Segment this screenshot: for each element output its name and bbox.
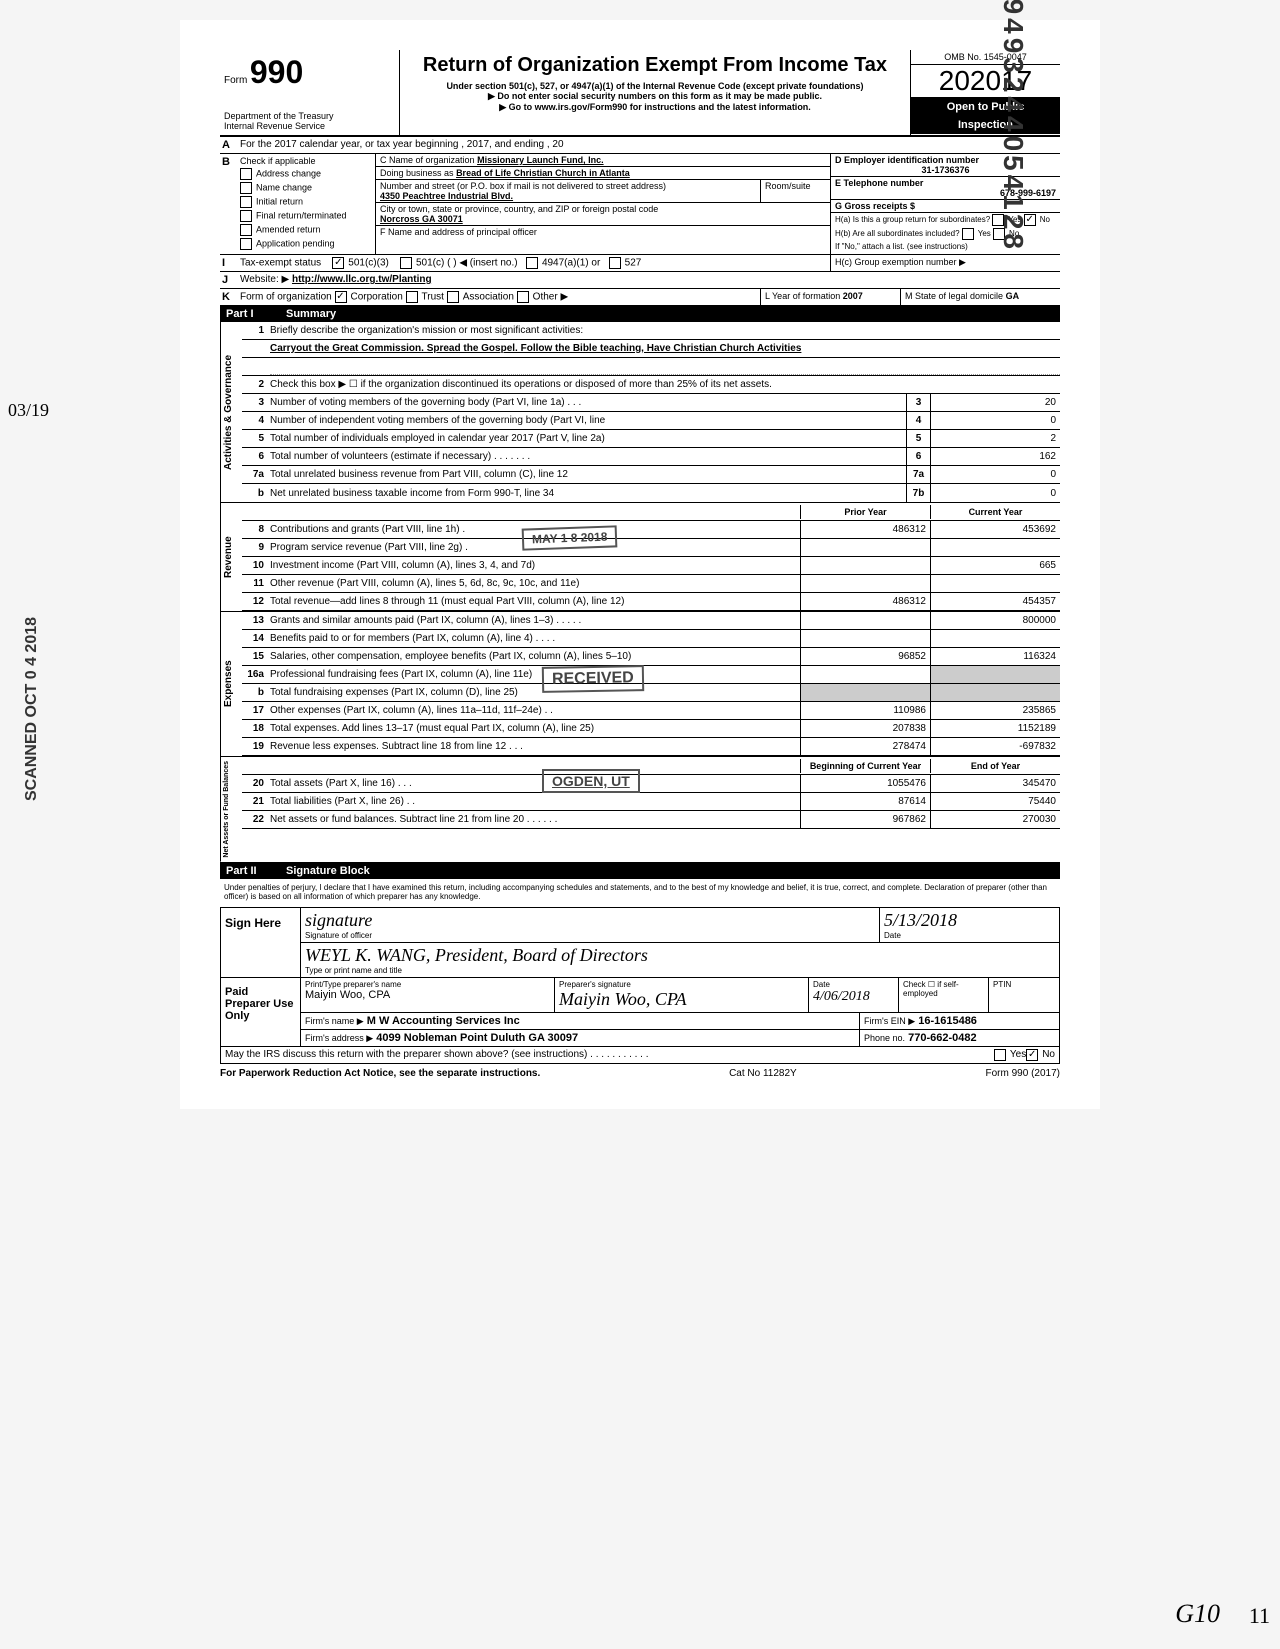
form-number: 990 [250, 54, 303, 90]
org-name: Missionary Launch Fund, Inc. [477, 155, 604, 165]
trust-checkbox[interactable] [406, 291, 418, 303]
part-1-header: Part I Summary [220, 306, 1060, 322]
part-2-header: Part II Signature Block [220, 863, 1060, 879]
preparer-signature: Maiyin Woo, CPA [559, 989, 804, 1010]
activities-governance: Activities & Governance 1Briefly describ… [220, 322, 1060, 503]
scanned-stamp: SCANNED OCT 0 4 2018 [23, 617, 41, 801]
irs: Internal Revenue Service [224, 121, 395, 131]
line-15-current: 116324 [930, 648, 1060, 665]
527-checkbox[interactable] [609, 257, 621, 269]
officer-name-title: WEYL K. WANG, President, Board of Direct… [305, 945, 1055, 966]
net-assets-section: Net Assets or Fund Balances Beginning of… [220, 757, 1060, 863]
dba-name: Bread of Life Christian Church in Atlant… [456, 168, 630, 178]
firm-name: M W Accounting Services Inc [367, 1015, 520, 1027]
preparer-date: 4/06/2018 [813, 989, 894, 1005]
ogden-stamp: OGDEN, UT [542, 769, 640, 793]
year-formation: 2007 [843, 291, 863, 301]
other-checkbox[interactable] [517, 291, 529, 303]
line-7b-val: 0 [930, 484, 1060, 502]
line-j: J Website: ▶ http://www.llc.org.tw/Plant… [220, 272, 1060, 289]
city-state-zip: Norcross GA 30071 [380, 214, 826, 224]
signature-block: Sign Here signature Signature of officer… [220, 907, 1060, 1064]
name-change-checkbox[interactable] [240, 182, 252, 194]
mission-text: Carryout the Great Commission. Spread th… [270, 341, 1060, 356]
line-k: K Form of organization ✓Corporation Trus… [220, 289, 1060, 306]
tax-year: 202017 [911, 65, 1060, 98]
form-header: Form 990 Department of the Treasury Inte… [220, 50, 1060, 137]
line-15-prior: 96852 [800, 648, 930, 665]
line-6-val: 162 [930, 448, 1060, 465]
line-7a-val: 0 [930, 466, 1060, 483]
form-990-page: 29493244054128 Form 990 Department of th… [180, 20, 1100, 1109]
side-mark: 03/19 [8, 400, 49, 421]
discuss-yes[interactable] [994, 1049, 1006, 1061]
line-10-current: 665 [930, 557, 1060, 574]
line-20-eoy: 345470 [930, 775, 1060, 792]
perjury-statement: Under penalties of perjury, I declare th… [220, 879, 1060, 905]
hb-yes[interactable] [962, 228, 974, 240]
corp-checkbox[interactable]: ✓ [335, 291, 347, 303]
line-12-prior: 486312 [800, 593, 930, 610]
dept: Department of the Treasury [224, 111, 395, 121]
date-stamp: MAY 1 8 2018 [522, 525, 618, 550]
discuss-no[interactable]: ✓ [1026, 1049, 1038, 1061]
501c3-checkbox[interactable]: ✓ [332, 257, 344, 269]
line-18-prior: 207838 [800, 720, 930, 737]
received-stamp: RECEIVED [542, 665, 644, 693]
amended-checkbox[interactable] [240, 224, 252, 236]
line-22-boy: 967862 [800, 811, 930, 828]
page-footer: For Paperwork Reduction Act Notice, see … [220, 1064, 1060, 1079]
line-8-current: 453692 [930, 521, 1060, 538]
header-block: B Check if applicable Address change Nam… [220, 154, 1060, 255]
inspection: Inspection [911, 116, 1060, 134]
line-17-current: 235865 [930, 702, 1060, 719]
app-pending-checkbox[interactable] [240, 238, 252, 250]
line-5-val: 2 [930, 430, 1060, 447]
officer-date: 5/13/2018 [884, 910, 1055, 931]
street-address: 4350 Peachtree Industrial Blvd. [380, 191, 756, 201]
line-12-current: 454357 [930, 593, 1060, 610]
line-22-eoy: 270030 [930, 811, 1060, 828]
initial-return-checkbox[interactable] [240, 196, 252, 208]
form-subtitle: Under section 501(c), 527, or 4947(a)(1)… [408, 81, 902, 91]
url-note: ▶ Go to www.irs.gov/Form990 for instruct… [408, 102, 902, 113]
line-8-prior: 486312 [800, 521, 930, 538]
open-public: Open to Public [911, 98, 1060, 116]
line-21-boy: 87614 [800, 793, 930, 810]
line-19-prior: 278474 [800, 738, 930, 755]
line-3-val: 20 [930, 394, 1060, 411]
line-4-val: 0 [930, 412, 1060, 429]
assoc-checkbox[interactable] [447, 291, 459, 303]
firm-phone: 770-662-0482 [908, 1032, 977, 1044]
4947-checkbox[interactable] [526, 257, 538, 269]
ssn-note: ▶ Do not enter social security numbers o… [408, 91, 902, 102]
addr-change-checkbox[interactable] [240, 168, 252, 180]
line-19-current: -697832 [930, 738, 1060, 755]
501c-checkbox[interactable] [400, 257, 412, 269]
omb-number: OMB No. 1545-0047 [911, 50, 1060, 65]
line-21-eoy: 75440 [930, 793, 1060, 810]
line-20-boy: 1055476 [800, 775, 930, 792]
doc-id-stamp: 29493244054128 [997, 0, 1029, 253]
state-domicile: GA [1006, 291, 1020, 301]
revenue-section: Revenue Prior YearCurrent Year 8Contribu… [220, 503, 1060, 612]
form-title: Return of Organization Exempt From Incom… [408, 54, 902, 77]
line-17-prior: 110986 [800, 702, 930, 719]
expenses-section: Expenses 13Grants and similar amounts pa… [220, 612, 1060, 757]
officer-signature: signature [305, 910, 875, 931]
line-i: I Tax-exempt status ✓501(c)(3) 501(c) ( … [220, 255, 1060, 272]
check-if-applicable: Check if applicable Address change Name … [236, 154, 376, 254]
page-mark-hand: G10 [1175, 1599, 1220, 1629]
firm-address: 4099 Nobleman Point Duluth GA 30097 [376, 1032, 578, 1044]
website: http://www.llc.org.tw/Planting [292, 274, 432, 285]
line-13-current: 800000 [930, 612, 1060, 629]
page-number-hand: 11 [1249, 1603, 1270, 1629]
firm-ein: 16-1615486 [918, 1015, 977, 1027]
line-18-current: 1152189 [930, 720, 1060, 737]
line-a: A For the 2017 calendar year, or tax yea… [220, 137, 1060, 154]
final-return-checkbox[interactable] [240, 210, 252, 222]
preparer-name: Maiyin Woo, CPA [305, 989, 550, 1001]
